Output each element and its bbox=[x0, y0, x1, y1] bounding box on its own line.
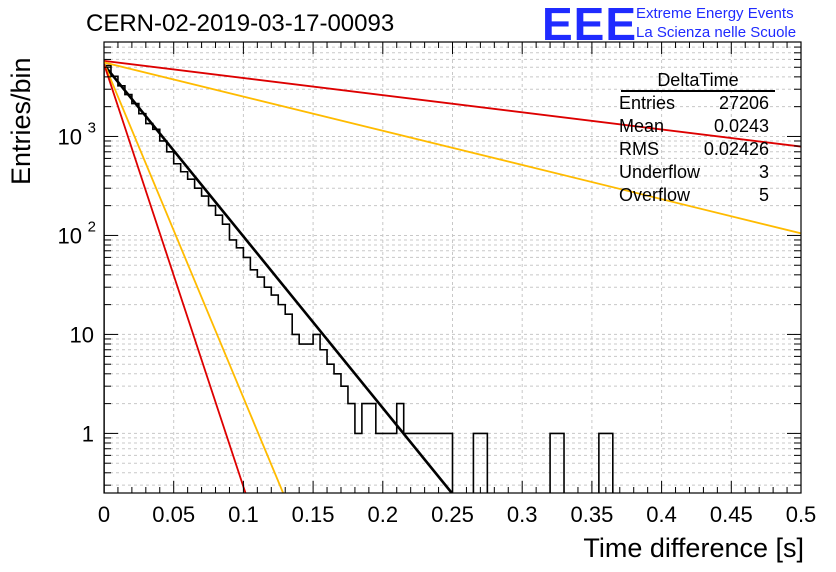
histogram-bars bbox=[104, 64, 614, 493]
x-tick-label: 0 bbox=[98, 502, 110, 527]
stats-row-underflow: Underflow 3 bbox=[619, 162, 769, 182]
run-title: CERN-02-2019-03-17-00093 bbox=[86, 10, 395, 37]
x-tick-label: 0.15 bbox=[292, 502, 335, 527]
fit-line-5 bbox=[104, 63, 247, 493]
y-tick-label: 1 bbox=[82, 421, 94, 446]
x-tick-label: 0.05 bbox=[152, 502, 195, 527]
y-tick-label: 10 bbox=[58, 124, 82, 149]
stats-title: DeltaTime bbox=[621, 70, 775, 92]
eee-logo: EEE bbox=[542, 0, 638, 50]
fit-line-2 bbox=[104, 59, 801, 148]
stats-row-overflow: Overflow 5 bbox=[619, 185, 769, 205]
y-tick-exponent: 3 bbox=[88, 119, 96, 136]
fit-line-1 bbox=[104, 63, 453, 493]
y-tick-label: 10 bbox=[58, 223, 82, 248]
logo-tagline: Extreme Energy Events La Scienza nelle S… bbox=[636, 4, 796, 42]
x-tick-label: 0.35 bbox=[570, 502, 613, 527]
x-tick-label: 0.1 bbox=[228, 502, 259, 527]
stats-box: DeltaTime Entries 27206 Mean 0.0243 RMS 0.0… bbox=[611, 70, 775, 207]
stats-row-mean: Mean 0.0243 bbox=[619, 116, 769, 136]
x-tick-label: 0.5 bbox=[786, 502, 817, 527]
x-tick-label: 0.45 bbox=[710, 502, 753, 527]
tagline-line2: La Scienza nelle Scuole bbox=[636, 24, 797, 41]
stats-row-rms: RMS 0.02426 bbox=[619, 139, 769, 159]
y-axis-label: Entries/bin bbox=[6, 57, 36, 185]
y-tick-label: 10 bbox=[70, 322, 94, 347]
tagline-line1: Extreme Energy Events bbox=[636, 5, 794, 22]
x-tick-label: 0.3 bbox=[507, 502, 538, 527]
fit-line-3 bbox=[104, 61, 801, 235]
fit-line-4 bbox=[104, 62, 284, 493]
x-tick-label: 0.2 bbox=[368, 502, 399, 527]
x-axis-label: Time difference [s] bbox=[583, 533, 804, 563]
stats-row-entries: Entries 27206 bbox=[619, 93, 769, 113]
y-tick-exponent: 2 bbox=[88, 218, 96, 235]
x-tick-label: 0.25 bbox=[431, 502, 474, 527]
x-tick-label: 0.4 bbox=[646, 502, 677, 527]
